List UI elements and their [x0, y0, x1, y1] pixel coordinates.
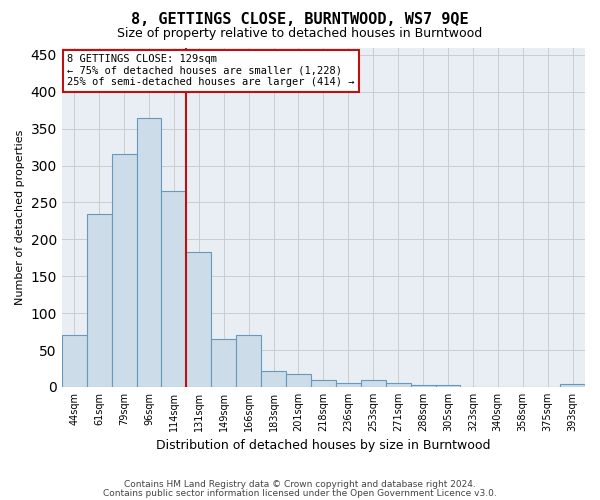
Bar	[112, 154, 137, 387]
Bar	[87, 214, 112, 387]
Bar	[410, 384, 436, 387]
Bar	[560, 384, 585, 387]
Bar	[161, 192, 187, 387]
Bar	[236, 336, 261, 387]
Text: Contains public sector information licensed under the Open Government Licence v3: Contains public sector information licen…	[103, 490, 497, 498]
Text: Contains HM Land Registry data © Crown copyright and database right 2024.: Contains HM Land Registry data © Crown c…	[124, 480, 476, 489]
Text: Size of property relative to detached houses in Burntwood: Size of property relative to detached ho…	[118, 28, 482, 40]
Bar	[187, 252, 211, 387]
Bar	[211, 339, 236, 387]
X-axis label: Distribution of detached houses by size in Burntwood: Distribution of detached houses by size …	[156, 440, 491, 452]
Bar	[286, 374, 311, 387]
Bar	[261, 370, 286, 387]
Text: 8, GETTINGS CLOSE, BURNTWOOD, WS7 9QE: 8, GETTINGS CLOSE, BURNTWOOD, WS7 9QE	[131, 12, 469, 28]
Bar	[62, 336, 87, 387]
Text: 8 GETTINGS CLOSE: 129sqm
← 75% of detached houses are smaller (1,228)
25% of sem: 8 GETTINGS CLOSE: 129sqm ← 75% of detach…	[67, 54, 355, 88]
Bar	[137, 118, 161, 387]
Bar	[336, 382, 361, 387]
Bar	[436, 384, 460, 387]
Bar	[386, 383, 410, 387]
Bar	[361, 380, 386, 387]
Bar	[311, 380, 336, 387]
Y-axis label: Number of detached properties: Number of detached properties	[15, 130, 25, 305]
